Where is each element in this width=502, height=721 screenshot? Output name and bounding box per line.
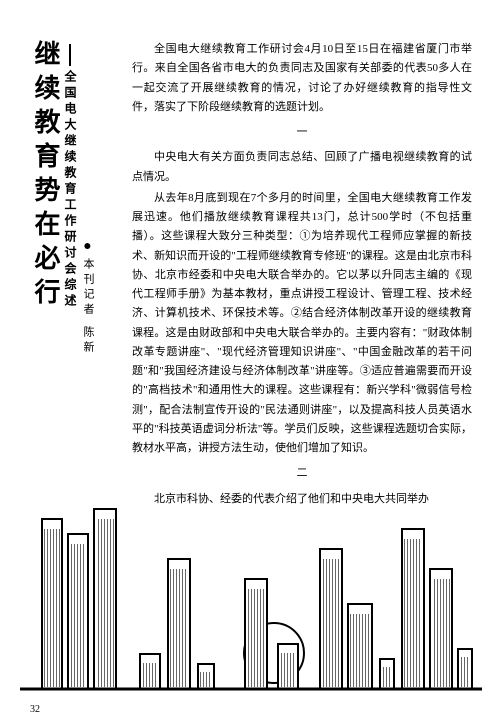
subtitle-column: 全国电大继续教育工作研讨会综述 bbox=[64, 44, 76, 356]
author-label: 本刊记者 bbox=[82, 258, 93, 318]
author-name: 陈新 bbox=[82, 326, 93, 356]
skyline-illustration bbox=[20, 499, 482, 699]
section-marker-2: 二 bbox=[132, 464, 472, 483]
page-number: 32 bbox=[30, 704, 40, 715]
author-bullet: ● bbox=[83, 240, 91, 254]
section1-paragraph-2: 从去年8月底到现在7个多月的时间里，全国电大继续教育工作发展迅速。他们播放继续教… bbox=[132, 189, 472, 459]
title-dash bbox=[69, 44, 71, 66]
title-block: 继续教育势在必行 全国电大继续教育工作研讨会综述 ● 本刊记者 陈新 bbox=[32, 40, 93, 356]
author-column: ● 本刊记者 陈新 bbox=[82, 240, 93, 356]
body-text: 全国电大继续教育工作研讨会4月10日至15日在福建省厦门市举行。来自全国各省市电… bbox=[132, 40, 472, 511]
section-marker-1: 一 bbox=[132, 123, 472, 142]
section1-paragraph-1: 中央电大有关方面负责同志总结、回顾了广播电视继续教育的试点情况。 bbox=[132, 148, 472, 187]
main-title: 继续教育势在必行 bbox=[32, 40, 58, 356]
subtitle: 全国电大继续教育工作研讨会综述 bbox=[64, 70, 76, 310]
intro-paragraph: 全国电大继续教育工作研讨会4月10日至15日在福建省厦门市举行。来自全国各省市电… bbox=[132, 40, 472, 117]
